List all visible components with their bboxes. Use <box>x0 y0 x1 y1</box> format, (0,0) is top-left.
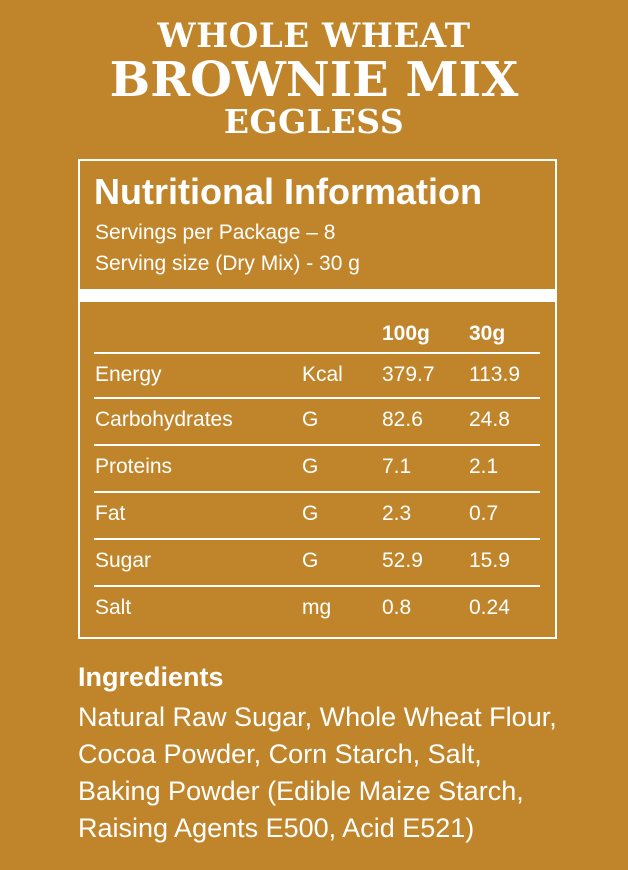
value-100g: 82.6 <box>382 408 423 431</box>
table-row: Sugar G 52.9 15.9 <box>80 549 555 579</box>
value-30g: 113.9 <box>469 363 520 386</box>
value-100g: 379.7 <box>382 363 435 386</box>
table-row: Fat G 2.3 0.7 <box>80 502 555 532</box>
nutrition-panel: Nutritional Information Servings per Pac… <box>78 159 557 639</box>
nutrition-title: Nutritional Information <box>94 171 482 212</box>
ingredients-line: Baking Powder (Edible Maize Starch, <box>78 776 524 806</box>
table-divider <box>94 538 540 540</box>
nutrient-name: Salt <box>95 596 132 619</box>
table-divider <box>94 444 540 446</box>
nutrient-name: Energy <box>95 363 162 386</box>
nutrient-name: Sugar <box>95 549 152 572</box>
table-row: Salt mg 0.8 0.24 <box>80 596 555 626</box>
nutrient-unit: mg <box>302 596 332 619</box>
value-30g: 2.1 <box>469 455 499 478</box>
ingredients-title: Ingredients <box>78 662 224 692</box>
nutrient-unit: G <box>302 408 319 431</box>
product-title-line3: EGGLESS <box>223 102 405 141</box>
nutrient-name: Proteins <box>95 455 173 478</box>
value-100g: 7.1 <box>382 455 412 478</box>
column-header-30g: 30g <box>469 322 506 345</box>
nutrient-unit: G <box>302 455 319 478</box>
table-divider <box>94 585 540 587</box>
table-divider <box>94 397 540 399</box>
serving-size: Serving size (Dry Mix) - 30 g <box>95 252 360 275</box>
value-30g: 0.7 <box>469 502 499 525</box>
nutrient-unit: G <box>302 502 319 525</box>
value-30g: 0.24 <box>469 596 510 619</box>
column-header-100g: 100g <box>382 322 430 345</box>
servings-per-package: Servings per Package – 8 <box>95 221 336 244</box>
ingredients-line: Natural Raw Sugar, Whole Wheat Flour, <box>78 702 557 732</box>
ingredients-line: Raising Agents E500, Acid E521) <box>78 813 475 843</box>
nutrient-unit: Kcal <box>302 363 343 386</box>
product-title-line1: WHOLE WHEAT <box>157 16 471 56</box>
table-row: Carbohydrates G 82.6 24.8 <box>80 408 555 438</box>
value-100g: 2.3 <box>382 502 412 525</box>
table-divider <box>94 491 540 493</box>
table-divider <box>94 352 540 354</box>
value-30g: 15.9 <box>469 549 510 572</box>
nutrient-name: Fat <box>95 502 126 525</box>
value-100g: 0.8 <box>382 596 412 619</box>
thick-divider <box>80 289 555 302</box>
table-row: Energy Kcal 379.7 113.9 <box>80 363 555 393</box>
value-30g: 24.8 <box>469 408 510 431</box>
product-title-line2: BROWNIE MIX <box>109 52 519 108</box>
nutrient-name: Carbohydrates <box>95 408 233 431</box>
nutrient-unit: G <box>302 549 319 572</box>
ingredients-line: Cocoa Powder, Corn Starch, Salt, <box>78 739 482 769</box>
value-100g: 52.9 <box>382 549 423 572</box>
table-row: Proteins G 7.1 2.1 <box>80 455 555 485</box>
